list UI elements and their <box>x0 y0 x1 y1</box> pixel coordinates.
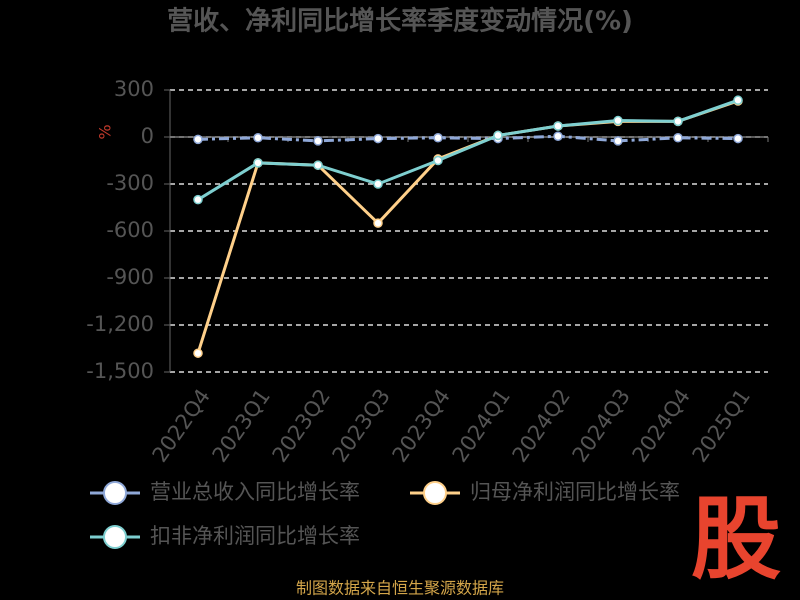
data-point <box>253 133 263 143</box>
x-tick-label: 2023Q1 <box>208 385 275 467</box>
data-point <box>253 158 263 168</box>
y-tick-label: -900 <box>106 265 154 289</box>
legend-label: 归母净利润同比增长率 <box>470 480 680 504</box>
y-tick-label: -300 <box>106 171 154 195</box>
data-point <box>553 121 563 131</box>
y-tick-label: -1,200 <box>86 312 154 336</box>
x-tick-label: 2023Q2 <box>268 385 335 467</box>
y-tick-label: 300 <box>114 77 154 101</box>
data-point <box>553 131 563 141</box>
x-tick-label: 2023Q3 <box>328 385 395 467</box>
data-point <box>373 133 383 144</box>
data-point <box>433 133 443 143</box>
series-line <box>197 98 739 201</box>
x-tick-label: 2024Q2 <box>508 385 575 467</box>
data-point <box>613 136 623 146</box>
y-tick-label: 0 <box>141 124 154 148</box>
data-point <box>313 136 323 146</box>
y-tick-label: -1,500 <box>86 359 154 383</box>
y-axis-label: % <box>96 124 115 139</box>
data-point <box>193 134 203 145</box>
data-point <box>673 116 683 127</box>
data-point <box>733 95 743 105</box>
watermark: 股 <box>691 487 781 592</box>
data-point <box>373 218 383 228</box>
legend-label: 营业总收入同比增长率 <box>150 480 360 504</box>
data-point <box>433 155 443 166</box>
data-point <box>373 179 383 189</box>
x-tick-label: 2024Q3 <box>568 385 635 467</box>
x-tick-label: 2024Q4 <box>628 385 695 467</box>
series-line <box>197 134 739 143</box>
chart-title: 营收、净利同比增长率季度变动情况(%) <box>167 6 633 37</box>
x-tick-label: 2025Q1 <box>688 385 755 467</box>
legend-marker <box>103 525 127 549</box>
data-point <box>193 194 203 205</box>
legend-marker <box>103 481 127 505</box>
data-point <box>313 160 323 170</box>
y-tick-label: -600 <box>106 218 154 242</box>
x-tick-label: 2023Q4 <box>388 385 455 467</box>
x-tick-label: 2024Q1 <box>448 385 515 467</box>
source-note: 制图数据来自恒生聚源数据库 <box>296 579 504 598</box>
legend-marker <box>423 481 447 505</box>
data-point <box>193 348 203 358</box>
legend-label: 扣非净利润同比增长率 <box>150 524 360 548</box>
data-point <box>613 115 623 126</box>
data-point <box>493 130 503 141</box>
x-tick-label: 2022Q4 <box>148 385 215 467</box>
data-point <box>733 133 743 144</box>
data-point <box>673 133 683 143</box>
